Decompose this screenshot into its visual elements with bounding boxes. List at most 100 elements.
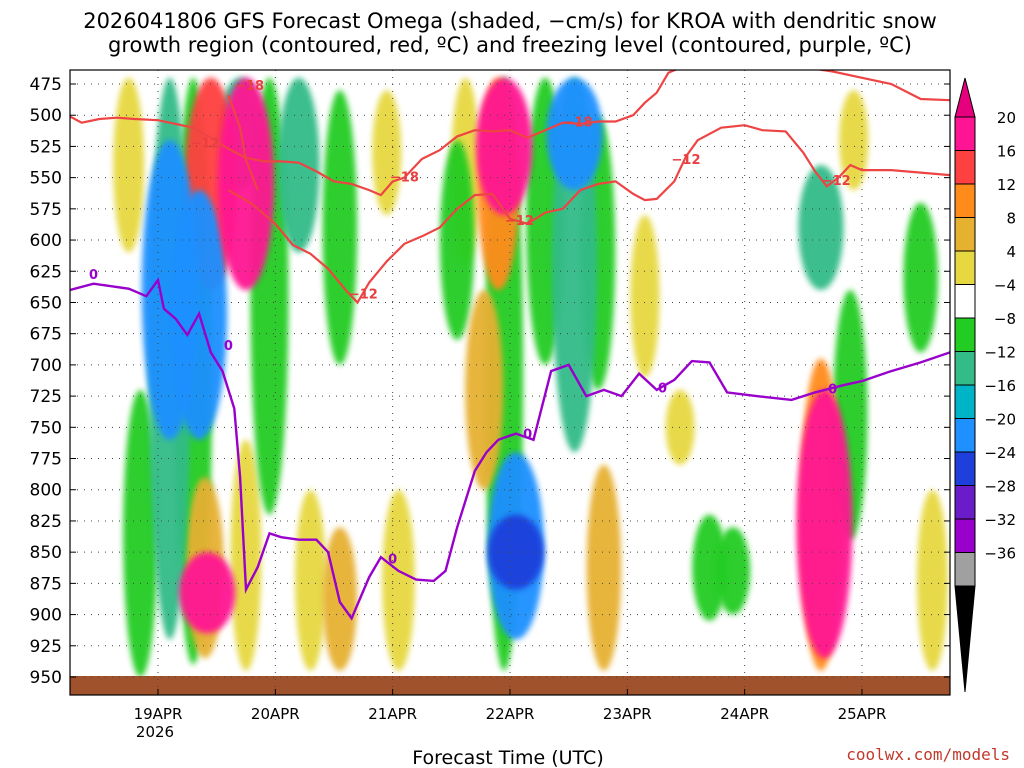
colorbar-label: −36 xyxy=(984,545,1016,563)
colorbar-bottom-arrow xyxy=(954,585,976,693)
omega-cell xyxy=(123,389,158,677)
y-tick-label: 725 xyxy=(30,387,62,407)
chart-title-line2: growth region (contoured, red, ºC) and f… xyxy=(108,33,912,57)
x-tick-label: 23APR xyxy=(603,705,652,723)
isotherm-branch-line xyxy=(227,94,259,191)
omega-cell xyxy=(692,514,727,621)
omega-cell xyxy=(141,140,198,440)
colorbar-label: −20 xyxy=(984,411,1016,429)
colorbar-segment xyxy=(954,418,976,453)
colorbar-label: −28 xyxy=(984,478,1016,496)
isotherm-label: −18 xyxy=(564,115,593,130)
y-tick-label: 575 xyxy=(30,200,62,220)
isotherm-label: −18 xyxy=(390,170,419,185)
omega-cell xyxy=(715,527,751,615)
omega-cell xyxy=(487,514,544,590)
y-tick-label: 525 xyxy=(30,137,62,157)
colorbar-segment xyxy=(954,150,976,185)
colorbar-segment xyxy=(954,451,976,486)
omega-cell xyxy=(440,140,475,340)
colorbar-segment xyxy=(954,552,976,587)
terrain-ground xyxy=(70,676,950,695)
freezing-level-label: 0 xyxy=(388,552,397,567)
y-tick-label: 925 xyxy=(30,637,62,657)
freezing-level-label: 0 xyxy=(224,339,233,354)
y-tick-label: 850 xyxy=(30,543,62,563)
y-tick-label: 675 xyxy=(30,325,62,345)
contour-labels: −18 −12 −18 −12 −12 −18 −12 −12 0 0 0 0 0 0 xyxy=(89,79,851,567)
colorbar-segment xyxy=(954,518,976,553)
colorbar-label: −12 xyxy=(984,344,1016,362)
y-tick-label: 600 xyxy=(30,231,62,251)
omega-cell xyxy=(230,439,262,671)
colorbar-segment xyxy=(954,351,976,386)
y-tick-label: 750 xyxy=(30,418,62,438)
colorbar-segment xyxy=(954,317,976,352)
isotherm-label: −12 xyxy=(822,174,851,189)
omega-cell xyxy=(218,77,274,290)
y-tick-label: 775 xyxy=(30,450,62,470)
colorbar-label: 8 xyxy=(1006,210,1016,228)
colorbar-top-arrow xyxy=(954,77,976,118)
x-tick-label: 25APR xyxy=(838,705,887,723)
isotherm-minus12-line xyxy=(227,124,950,305)
colorbar-label: 12 xyxy=(997,176,1016,194)
colorbar-label: −8 xyxy=(994,310,1016,328)
y-tick-label: 950 xyxy=(30,668,62,688)
y-tick-label: 475 xyxy=(30,75,62,95)
isotherm-label: −12 xyxy=(190,137,219,152)
omega-cell xyxy=(798,165,844,290)
freezing-level-label: 0 xyxy=(828,383,837,398)
y-tick-label: 700 xyxy=(30,356,62,376)
omega-cell xyxy=(796,389,853,659)
y-tick-label: 650 xyxy=(30,293,62,313)
x-tick-label: 21APR xyxy=(368,705,417,723)
colorbar-label: −32 xyxy=(984,511,1016,529)
freezing-level-line xyxy=(70,277,950,621)
x-tick-label: 24APR xyxy=(720,705,769,723)
y-tick-label: 825 xyxy=(30,512,62,532)
omega-cell xyxy=(546,77,603,191)
freezing-level-label: 0 xyxy=(658,381,667,396)
isotherm-label: −12 xyxy=(505,214,534,229)
isotherm-label: −18 xyxy=(235,79,264,94)
omega-cell xyxy=(586,464,622,671)
colorbar: 20 16 12 8 4 −4 −8 −12 −16 −20 −24 −28 −32 −36 xyxy=(954,77,1016,693)
isotherm-minus18-line xyxy=(70,70,950,197)
colorbar-segment xyxy=(954,284,976,319)
isotherm-label: −12 xyxy=(349,288,378,303)
omega-cell xyxy=(322,90,358,365)
omega-cell xyxy=(278,77,320,253)
y-tick-label: 875 xyxy=(30,574,62,594)
omega-cell xyxy=(295,489,326,671)
colorbar-segment xyxy=(954,485,976,520)
chart-title-line1: 2026041806 GFS Forecast Omega (shaded, −… xyxy=(83,9,937,33)
x-tick-year-label: 2026 xyxy=(136,723,174,741)
colorbar-label: −16 xyxy=(984,377,1016,395)
x-tick-label: 20APR xyxy=(251,705,300,723)
omega-shading xyxy=(113,77,948,677)
y-tick-label: 500 xyxy=(30,106,62,126)
omega-cell xyxy=(630,215,660,378)
colorbar-label: 20 xyxy=(997,109,1016,127)
colorbar-segment xyxy=(954,250,976,285)
contours xyxy=(70,70,950,621)
omega-cell xyxy=(917,489,948,671)
y-tick-label: 550 xyxy=(30,169,62,189)
x-axis-title: Forecast Time (UTC) xyxy=(412,747,603,768)
colorbar-label: −4 xyxy=(994,277,1016,295)
y-tick-label: 900 xyxy=(30,606,62,626)
credit-link[interactable]: coolwx.com/models xyxy=(846,745,1010,764)
omega-cell xyxy=(382,489,415,671)
isotherm-label: −12 xyxy=(672,153,701,168)
y-tick-label: 800 xyxy=(30,481,62,501)
x-tick-label: 22APR xyxy=(486,705,535,723)
omega-cell xyxy=(179,552,236,634)
colorbar-segment xyxy=(954,183,976,218)
omega-cell xyxy=(665,389,695,465)
colorbar-label: 4 xyxy=(1006,243,1016,261)
colorbar-label: 16 xyxy=(997,143,1016,161)
colorbar-segment xyxy=(954,116,976,151)
x-tick-label: 19APR xyxy=(134,705,183,723)
